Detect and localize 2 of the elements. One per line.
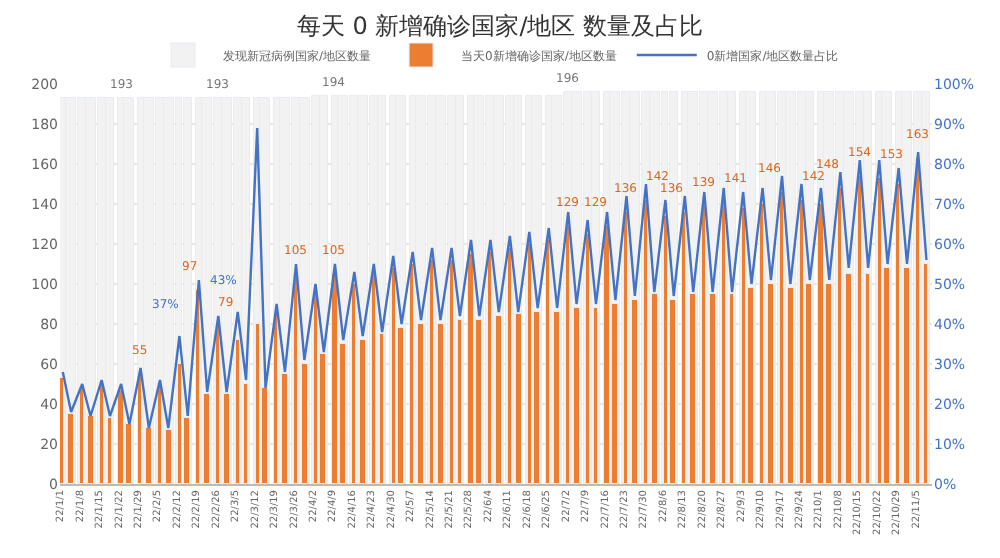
chart-title: 每天 0 新增确诊国家/地区 数量及占比	[296, 11, 704, 40]
line-series	[61, 126, 928, 430]
